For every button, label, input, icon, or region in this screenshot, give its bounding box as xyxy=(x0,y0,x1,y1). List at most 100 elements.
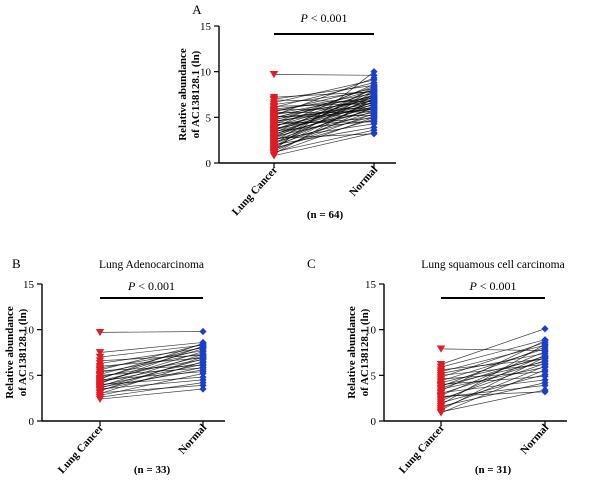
normal-point xyxy=(199,385,207,393)
paired-line xyxy=(99,343,204,380)
x-category-lung-cancer: Lung Cancer xyxy=(56,422,107,476)
n-label: (n = 64) xyxy=(307,209,344,221)
x-category-normal: Normal xyxy=(518,422,551,457)
paired-line xyxy=(99,364,204,386)
y-tick-label: 15 xyxy=(200,21,212,33)
panel-b: B Lung Adenocarcinoma 0 5 10 15 Relative abun… xyxy=(4,256,225,476)
normal-point xyxy=(370,118,378,126)
normal-point xyxy=(541,337,549,345)
lung-cancer-point xyxy=(269,131,279,139)
paired-line xyxy=(99,388,204,400)
paired-line xyxy=(273,95,375,136)
y-axis-label-line1: Relative abundance xyxy=(346,306,358,399)
paired-line xyxy=(273,100,375,115)
lung-cancer-point xyxy=(269,134,279,143)
paired-line xyxy=(440,343,546,405)
panel-letter-c: C xyxy=(307,256,316,271)
normal-point xyxy=(199,342,207,350)
lung-cancer-point xyxy=(269,126,279,134)
y-tick-label: 0 xyxy=(29,416,35,428)
paired-line xyxy=(273,100,375,148)
plot-c: Lung squamous cell carcinoma 0 5 10 15 Relati… xyxy=(346,259,567,476)
paired-line xyxy=(99,345,204,384)
paired-line xyxy=(273,117,375,154)
paired-line xyxy=(273,71,375,151)
normal-point xyxy=(370,130,378,138)
normal-point xyxy=(199,327,207,336)
p-value-label: P < 0.001 xyxy=(468,279,516,293)
y-tick-label: 15 xyxy=(365,279,377,291)
paired-line xyxy=(440,340,546,392)
y-axis-label-line2: of AC138128.1 (ln) xyxy=(190,50,202,138)
paired-line xyxy=(273,79,375,104)
chart-title: Lung squamous cell carcinoma xyxy=(421,259,564,271)
n-label: (n = 31) xyxy=(475,464,512,476)
paired-line xyxy=(273,132,375,157)
paired-line xyxy=(273,104,375,133)
lung-cancer-point xyxy=(436,382,446,390)
plot-a: 0 5 10 15 Relative abundanceof AC138128.1 (l… xyxy=(177,11,396,221)
y-axis-label-line1: Relative abundance xyxy=(4,306,16,399)
lung-cancer-point xyxy=(436,392,446,401)
lung-cancer-point xyxy=(95,353,105,361)
paired-line xyxy=(273,82,375,108)
y-tick-label: 5 xyxy=(29,370,35,382)
paired-line xyxy=(273,95,375,115)
paired-line xyxy=(273,106,375,136)
chart-title: Lung Adenocarcinoma xyxy=(99,259,204,271)
paired-line xyxy=(99,354,204,362)
y-tick-label: 15 xyxy=(23,279,35,291)
plot-b: Lung Adenocarcinoma 0 5 10 15 Relative abunda… xyxy=(4,259,225,476)
y-axis-label-line2: of AC138128.1 (ln) xyxy=(359,308,371,396)
paired-line xyxy=(440,374,546,404)
normal-point xyxy=(199,369,207,378)
paired-line xyxy=(99,343,204,371)
n-label: (n = 33) xyxy=(134,464,171,476)
normal-point xyxy=(199,379,207,387)
normal-point xyxy=(199,358,207,366)
y-tick-label: 0 xyxy=(371,416,377,428)
normal-point xyxy=(370,91,378,100)
paired-line xyxy=(440,379,546,394)
normal-point xyxy=(370,110,378,118)
paired-line xyxy=(99,373,204,396)
normal-point xyxy=(370,68,378,76)
normal-point xyxy=(370,74,378,82)
paired-line xyxy=(99,362,204,383)
normal-point xyxy=(541,353,549,361)
paired-line xyxy=(99,361,204,394)
y-tick-label: 10 xyxy=(365,325,377,337)
lung-cancer-point xyxy=(436,345,446,353)
normal-point xyxy=(199,353,207,361)
normal-point xyxy=(541,347,549,356)
y-axis-label-line1: Relative abundance xyxy=(177,48,189,141)
paired-line xyxy=(273,133,375,139)
paired-line xyxy=(440,348,546,352)
y-tick-label: 10 xyxy=(200,67,212,79)
y-axis-label: Relative abundanceof AC138128.1 (ln) xyxy=(177,48,202,141)
lung-cancer-point xyxy=(95,349,105,357)
paired-line xyxy=(440,358,546,371)
paired-line xyxy=(99,342,204,353)
normal-point xyxy=(370,105,378,113)
lung-cancer-point xyxy=(95,329,105,337)
lung-cancer-point xyxy=(269,119,279,127)
x-category-normal: Normal xyxy=(176,422,209,457)
paired-line xyxy=(273,108,375,118)
paired-line xyxy=(440,344,546,373)
paired-line xyxy=(273,129,375,153)
paired-line xyxy=(273,85,375,100)
normal-point xyxy=(370,83,378,91)
paired-line xyxy=(440,342,546,378)
paired-line xyxy=(99,346,204,375)
paired-line xyxy=(440,339,546,368)
paired-line xyxy=(99,355,204,382)
panel-letter-a: A xyxy=(192,2,202,17)
normal-point xyxy=(541,366,549,374)
paired-line xyxy=(440,369,546,414)
lung-cancer-point xyxy=(269,113,279,122)
panel-a: A 0 5 10 15 Relative abundanceof AC138128.1 … xyxy=(177,2,396,221)
normal-point xyxy=(199,363,207,371)
normal-point xyxy=(541,370,549,379)
